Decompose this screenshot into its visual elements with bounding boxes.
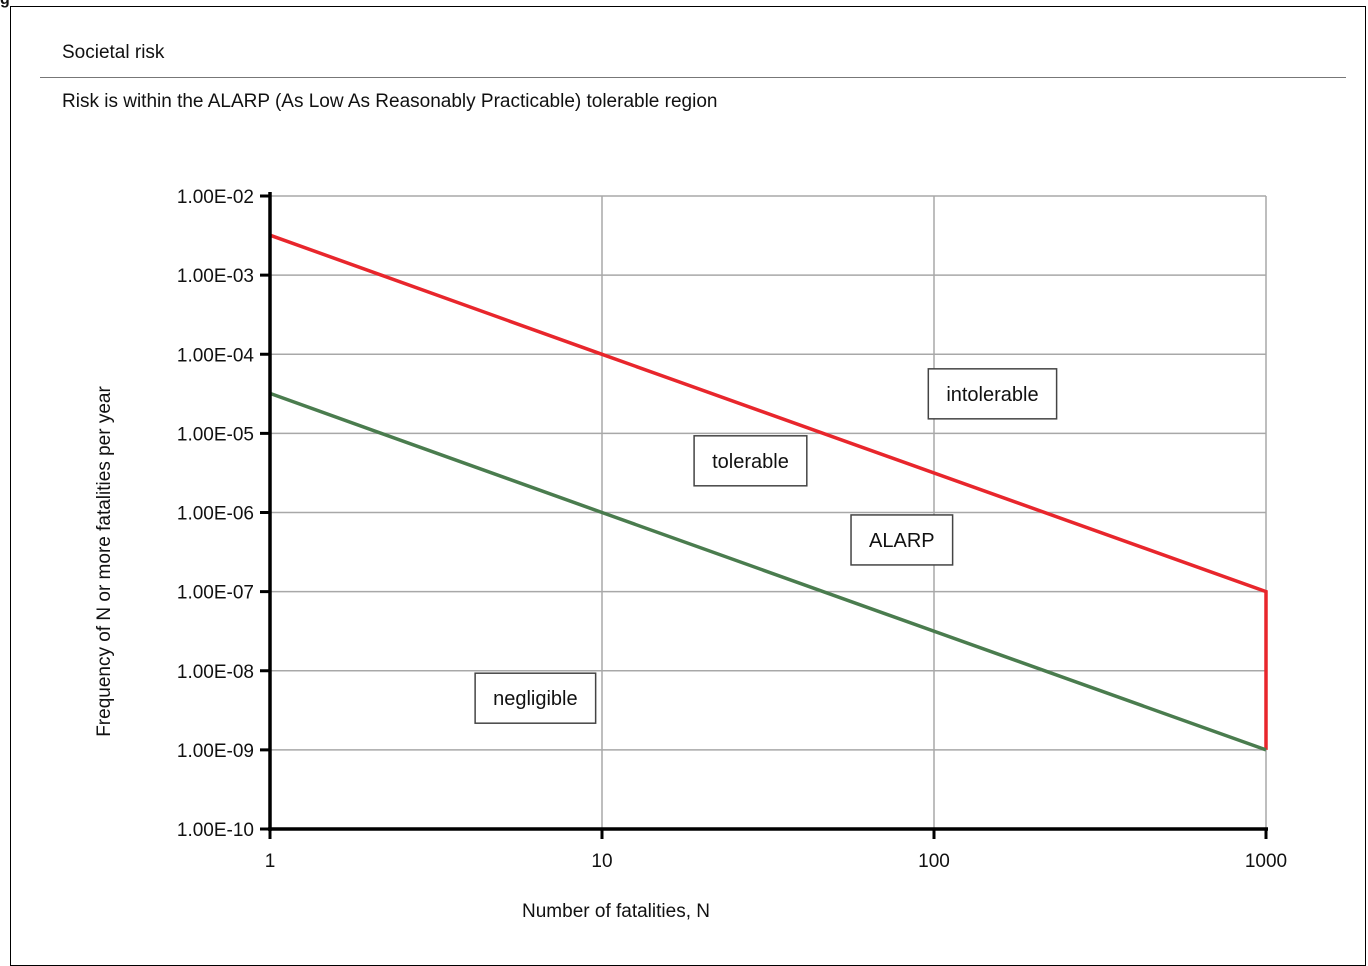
region-label-negligible: negligible	[474, 672, 597, 724]
y-tick-label: 1.00E-05	[177, 424, 254, 445]
region-label-box	[850, 514, 954, 566]
y-tick-label: 1.00E-09	[177, 741, 254, 762]
upper-criterion-line	[269, 233, 1268, 750]
region-label-tolerable: tolerable	[693, 435, 808, 487]
section-title: Societal risk	[62, 42, 165, 63]
criterion-lines	[269, 233, 1268, 752]
region-label-intolerable: intolerable	[927, 368, 1058, 420]
y-tick-label: 1.00E-06	[177, 504, 254, 525]
y-tick-label: 1.00E-08	[177, 662, 254, 683]
region-label-alarp: ALARP	[850, 514, 954, 566]
region-label-text: negligible	[493, 688, 578, 710]
region-label-box	[474, 672, 597, 724]
region-label-text: ALARP	[869, 530, 935, 552]
region-labels: intolerable tolerable ALARP negligible	[474, 368, 1058, 724]
x-tick-label: 1000	[1245, 851, 1287, 872]
figure-tag: g	[0, 0, 10, 9]
x-tick-label: 10	[591, 851, 612, 872]
y-axis-label: Frequency of N or more fatalities per ye…	[94, 386, 115, 737]
x-tick-label: 100	[918, 851, 950, 872]
x-axis-label: Number of fatalities, N	[522, 901, 710, 922]
grid-lines	[269, 195, 1267, 830]
y-tick-label: 1.00E-03	[177, 266, 254, 287]
region-label-box	[927, 368, 1058, 420]
axes	[260, 192, 1268, 839]
region-label-text: tolerable	[712, 451, 789, 473]
title-divider	[40, 77, 1346, 78]
risk-summary: Risk is within the ALARP (As Low As Reas…	[62, 91, 718, 112]
y-tick-label: 1.00E-07	[177, 583, 254, 604]
region-label-text: intolerable	[946, 384, 1038, 406]
y-tick-label: 1.00E-04	[177, 345, 255, 366]
lower-criterion-line	[269, 391, 1267, 752]
tick-labels: 1.00E-02 1.00E-03 1.00E-04 1.00E-05 1.00E-06…	[177, 187, 1287, 872]
y-tick-label: 1.00E-02	[177, 187, 254, 208]
x-tick-label: 1	[265, 851, 276, 872]
y-tick-label: 1.00E-10	[177, 820, 254, 841]
region-label-box	[693, 435, 808, 487]
